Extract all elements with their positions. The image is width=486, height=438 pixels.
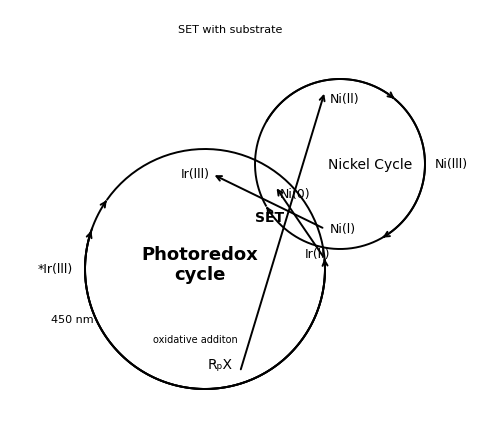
Text: RₚX: RₚX <box>208 357 232 371</box>
Text: SET: SET <box>256 211 285 225</box>
Text: Ir(lll): Ir(lll) <box>181 168 210 181</box>
Text: Photoredox
cycle: Photoredox cycle <box>141 245 259 284</box>
Text: oxidative additon: oxidative additon <box>153 334 237 344</box>
Text: Ni(ll): Ni(ll) <box>330 93 360 106</box>
Text: *Ir(lll): *Ir(lll) <box>37 263 72 276</box>
Text: Ir(ll): Ir(ll) <box>305 248 330 261</box>
Text: SET with substrate: SET with substrate <box>178 25 282 35</box>
Text: Nickel Cycle: Nickel Cycle <box>328 158 412 172</box>
Text: Ni(0): Ni(0) <box>280 188 311 201</box>
Text: 450 nm: 450 nm <box>51 314 93 324</box>
Text: Ni(l): Ni(l) <box>330 223 356 236</box>
Text: Ni(lll): Ni(lll) <box>435 158 468 171</box>
